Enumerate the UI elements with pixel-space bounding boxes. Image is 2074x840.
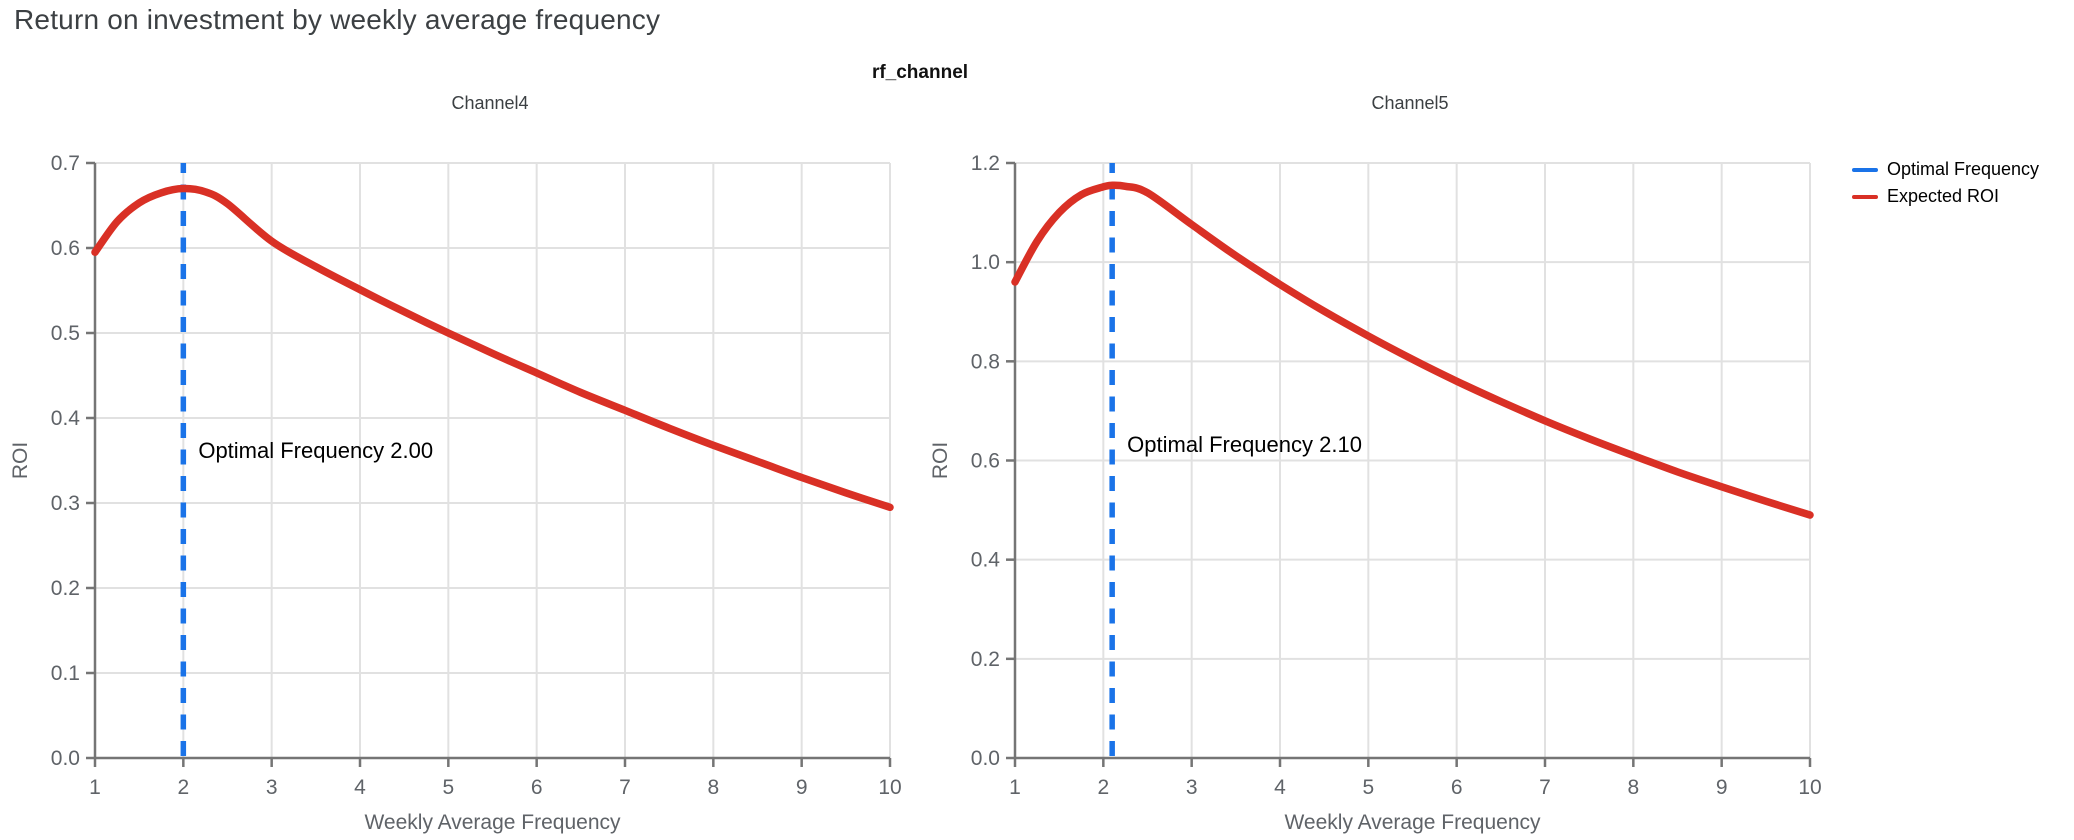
- y-axis-title: ROI: [929, 442, 952, 479]
- facet-title-channel5: Channel5: [1371, 93, 1449, 113]
- legend-item-expected-roi: Expected ROI: [1852, 183, 2072, 210]
- x-tick-label: 7: [1539, 776, 1551, 799]
- x-tick-label: 1: [89, 776, 101, 799]
- x-tick-label: 10: [1798, 776, 1821, 799]
- optimal-frequency-annotation: Optimal Frequency 2.00: [198, 438, 433, 463]
- y-axis-title: ROI: [9, 442, 32, 479]
- y-tick-label: 0.6: [51, 237, 80, 260]
- y-tick-label: 0.1: [51, 662, 80, 685]
- facet-title-channel4: Channel4: [451, 93, 529, 113]
- x-tick-label: 10: [878, 776, 901, 799]
- x-tick-label: 9: [1716, 776, 1728, 799]
- y-tick-label: 0.0: [971, 747, 1000, 770]
- y-tick-label: 0.0: [51, 747, 80, 770]
- x-tick-label: 6: [531, 776, 543, 799]
- legend: Optimal Frequency Expected ROI: [1852, 156, 2072, 210]
- chart-panel-channel5: Channel5 1 2 3 4 5 6 7 8 9 10 0.0 0.2 0.4 0.6 0.8 1.0 1.…: [920, 88, 1840, 840]
- x-tick-label: 4: [1274, 776, 1286, 799]
- expected-roi-curve: [91, 184, 894, 512]
- figure-supertitle: rf_channel: [871, 62, 969, 83]
- legend-item-optimal-frequency: Optimal Frequency: [1852, 156, 2072, 183]
- optimal-frequency-line-swatch: [1852, 167, 1878, 172]
- y-tick-label: 0.4: [971, 549, 1001, 572]
- chart-panel-channel4: Channel4 1 2 3 4 5 6 7 8 9 10 0.0 0.1 0.2 0.3 0.4 0.5 0.…: [0, 88, 920, 840]
- x-tick-label: 9: [796, 776, 808, 799]
- x-axis-title: Weekly Average Frequency: [364, 811, 621, 834]
- x-tick-label: 3: [1186, 776, 1198, 799]
- y-tick-label: 0.3: [51, 492, 80, 515]
- channel4-plot: 1 2 3 4 5 6 7 8 9 10 0.0 0.1 0.2 0.3 0.4 0.5 0.6 0.7 Weekl…: [9, 152, 902, 834]
- x-tick-label: 5: [442, 776, 454, 799]
- expected-roi-curve: [1011, 181, 1814, 519]
- page-title: Return on investment by weekly average f…: [14, 4, 661, 35]
- x-tick-label: 2: [177, 776, 189, 799]
- x-tick-label: 4: [354, 776, 366, 799]
- legend-label: Expected ROI: [1887, 186, 2000, 206]
- x-tick-label: 2: [1097, 776, 1109, 799]
- y-tick-label: 0.4: [51, 407, 81, 430]
- x-axis-title: Weekly Average Frequency: [1284, 811, 1541, 834]
- optimal-frequency-annotation: Optimal Frequency 2.10: [1127, 432, 1362, 457]
- y-tick-label: 1.0: [971, 251, 1000, 274]
- x-tick-label: 5: [1362, 776, 1374, 799]
- x-tick-label: 8: [707, 776, 719, 799]
- legend-label: Optimal Frequency: [1887, 159, 2040, 179]
- y-tick-label: 0.2: [971, 648, 1000, 671]
- expected-roi-line-swatch: [1852, 194, 1878, 199]
- x-tick-label: 3: [266, 776, 278, 799]
- y-tick-label: 0.7: [51, 152, 80, 175]
- y-tick-label: 0.6: [971, 450, 1000, 473]
- x-tick-label: 8: [1627, 776, 1639, 799]
- x-tick-label: 7: [619, 776, 631, 799]
- channel5-plot: 1 2 3 4 5 6 7 8 9 10 0.0 0.2 0.4 0.6 0.8 1.0 1.2 Weekly A…: [929, 152, 1822, 834]
- y-tick-label: 0.2: [51, 577, 80, 600]
- y-tick-label: 0.5: [51, 322, 80, 345]
- x-tick-label: 1: [1009, 776, 1021, 799]
- y-tick-label: 1.2: [971, 152, 1000, 175]
- x-tick-label: 6: [1451, 776, 1463, 799]
- y-tick-label: 0.8: [971, 350, 1000, 373]
